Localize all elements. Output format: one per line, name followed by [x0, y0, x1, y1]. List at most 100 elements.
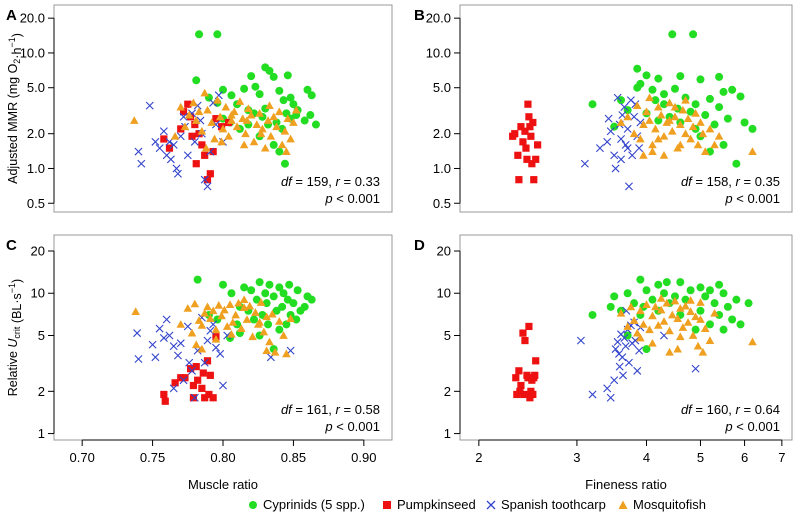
point-mosquitofish: [648, 140, 657, 149]
point-cyprinids: [654, 280, 663, 289]
point-cyprinids: [255, 278, 264, 287]
point-mosquitofish: [710, 308, 719, 317]
point-toothcarp: [620, 103, 629, 112]
point-cyprinids: [275, 86, 284, 95]
point-cyprinids: [668, 30, 677, 39]
point-mosquitofish: [676, 120, 685, 128]
point-cyprinids: [705, 320, 714, 329]
point-mosquitofish: [623, 322, 632, 330]
point-mosquitofish: [255, 318, 264, 326]
point-cyprinids: [736, 320, 745, 329]
point-cyprinids: [659, 289, 668, 298]
point-mosquitofish: [686, 134, 695, 143]
point-pumpkinseed: [515, 367, 523, 375]
point-cyprinids: [275, 147, 284, 156]
stat-p: p < 0.001: [724, 191, 780, 206]
point-toothcarp: [173, 351, 182, 360]
point-cyprinids: [249, 315, 258, 324]
point-cyprinids: [265, 66, 274, 75]
point-cyprinids: [195, 30, 204, 39]
point-pumpkinseed: [525, 113, 533, 121]
point-mosquitofish: [286, 314, 295, 322]
point-toothcarp: [134, 355, 143, 363]
point-mosquitofish: [654, 321, 663, 329]
point-cyprinids: [265, 280, 274, 289]
legend-entry-toothcarp: Spanish toothcarp: [486, 497, 606, 512]
y-tick-label: 1.0: [433, 161, 451, 176]
point-mosquitofish: [270, 347, 280, 356]
point-pumpkinseed: [531, 371, 539, 379]
point-cyprinids: [719, 325, 728, 334]
point-pumpkinseed: [212, 115, 220, 123]
point-cyprinids: [715, 310, 724, 319]
point-pumpkinseed: [515, 176, 523, 184]
point-mosquitofish: [636, 134, 645, 143]
point-cyprinids: [240, 84, 249, 93]
point-mosquitofish: [286, 134, 295, 143]
point-cyprinids: [715, 103, 724, 112]
y-axis-label-part: Adjusted MMR (mg O: [6, 63, 20, 183]
point-mosquitofish: [190, 299, 200, 308]
point-mosquitofish: [248, 332, 257, 341]
point-pumpkinseed: [160, 135, 168, 143]
point-cyprinids: [654, 74, 663, 83]
point-mosquitofish: [200, 308, 209, 317]
data-points: [131, 275, 316, 405]
point-cyprinids: [283, 71, 292, 80]
point-toothcarp: [610, 151, 619, 160]
point-mosquitofish: [665, 347, 674, 356]
stat-part: r: [736, 174, 741, 189]
point-pumpkinseed: [161, 397, 169, 405]
point-mosquitofish: [676, 304, 685, 312]
point-toothcarp: [595, 144, 604, 153]
x-axis-label: Muscle ratio: [188, 477, 258, 492]
point-mosquitofish: [131, 307, 140, 315]
x-tick-label: 0.80: [210, 450, 235, 465]
point-pumpkinseed: [201, 394, 209, 402]
point-mosquitofish: [231, 310, 240, 319]
point-mosquitofish: [197, 344, 207, 353]
point-toothcarp: [203, 182, 212, 191]
stat-part: = 0.35: [740, 174, 780, 189]
point-cyprinids: [306, 111, 315, 120]
point-mosquitofish: [256, 298, 266, 306]
point-toothcarp: [576, 336, 585, 345]
point-cyprinids: [642, 286, 651, 295]
point-cyprinids: [588, 100, 597, 109]
point-cyprinids: [686, 286, 695, 295]
y-tick-label: 1.0: [27, 161, 45, 176]
point-cyprinids: [719, 87, 728, 96]
legend-entry-mosquitofish: Mosquitofish: [618, 497, 706, 512]
point-mosquitofish: [218, 124, 228, 133]
point-mosquitofish: [191, 340, 201, 349]
point-mosquitofish: [698, 129, 708, 138]
point-mosquitofish: [673, 344, 682, 353]
legend-marker-cross-icon: [486, 500, 496, 509]
data-points: [509, 30, 757, 191]
point-cyprinids: [748, 124, 757, 133]
point-mosquitofish: [222, 322, 232, 330]
point-mosquitofish: [636, 306, 645, 315]
point-pumpkinseed: [217, 123, 226, 131]
point-mosquitofish: [245, 301, 255, 310]
point-cyprinids: [710, 299, 719, 308]
stat-part: = 0.33: [340, 174, 380, 189]
point-mosquitofish: [211, 334, 221, 343]
point-toothcarp: [606, 127, 615, 136]
point-mosquitofish: [665, 98, 674, 107]
point-toothcarp: [617, 155, 626, 164]
y-axis-label-part: ): [10, 279, 24, 283]
point-cyprinids: [654, 116, 663, 125]
point-mosquitofish: [670, 112, 680, 121]
point-cyprinids: [715, 280, 724, 289]
point-cyprinids: [192, 76, 201, 85]
point-toothcarp: [588, 390, 597, 399]
point-mosquitofish: [194, 316, 204, 324]
point-mosquitofish: [693, 140, 703, 149]
panel-letter: A: [6, 7, 17, 24]
point-cyprinids: [219, 280, 227, 289]
legend-label: Cyprinids (5 spp.): [263, 497, 365, 512]
point-mosquitofish: [232, 122, 242, 131]
legend-label: Spanish toothcarp: [501, 497, 606, 512]
legend-marker-triangle-icon: [618, 500, 628, 509]
